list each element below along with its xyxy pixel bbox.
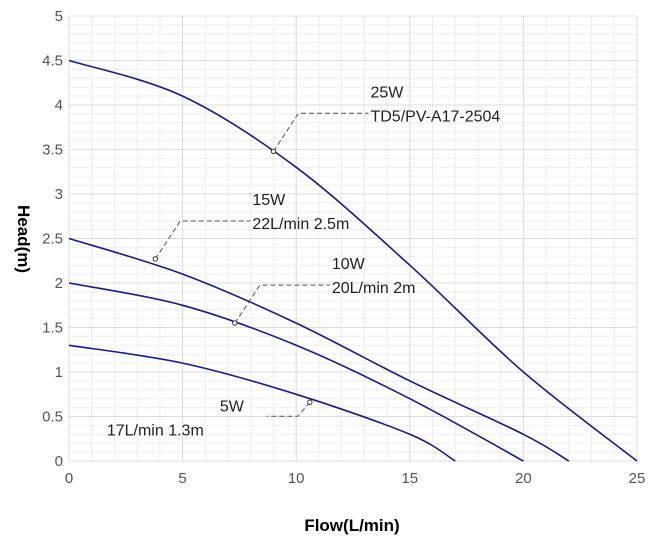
marker-point — [232, 320, 238, 326]
y-tick-label: 0 — [55, 453, 63, 470]
y-tick-label: 2.5 — [42, 231, 63, 248]
y-tick-label: 5 — [55, 8, 63, 25]
annotation-power: 15W — [252, 192, 286, 209]
annotations: 25W TD5/PV-A17-2504 15W 22L/min 2.5m 10W 20L/… — [107, 84, 501, 439]
leader-line — [266, 401, 311, 417]
series-line — [68, 237, 570, 462]
annotation-spec: 20L/min 2m — [332, 280, 416, 297]
series-line — [68, 59, 638, 462]
grid — [68, 15, 638, 462]
x-tick-label: 20 — [515, 470, 532, 487]
y-tick-label: 1.5 — [42, 320, 63, 337]
axis-ticks: 0 0.5 1 1.5 2 2.5 3 3.5 4 4.5 5 0 5 10 15 20 25 — [42, 8, 645, 487]
y-tick-label: 2 — [55, 275, 63, 292]
series-line — [68, 282, 524, 462]
x-tick-label: 5 — [178, 470, 186, 487]
x-tick-label: 25 — [629, 470, 646, 487]
marker-point — [152, 256, 159, 262]
annotation-power: 5W — [220, 398, 245, 415]
performance-curves — [68, 59, 638, 462]
x-tick-label: 0 — [65, 470, 73, 487]
marker-point — [270, 148, 277, 154]
annotation-spec: TD5/PV-A17-2504 — [370, 108, 500, 125]
x-tick-label: 10 — [288, 470, 305, 487]
annotation-spec: 17L/min 1.3m — [107, 422, 204, 439]
leader-line — [154, 220, 251, 260]
y-tick-label: 4.5 — [42, 53, 63, 70]
marker-point — [307, 399, 313, 405]
y-tick-label: 3.5 — [42, 142, 63, 159]
y-tick-label: 0.5 — [42, 409, 63, 426]
x-tick-label: 15 — [401, 470, 418, 487]
leader-line — [234, 284, 330, 324]
y-tick-label: 3 — [55, 186, 63, 203]
series-line — [68, 344, 456, 462]
y-tick-label: 1 — [55, 364, 63, 381]
annotation-power: 25W — [370, 84, 404, 101]
annotation-spec: 22L/min 2.5m — [252, 216, 349, 233]
leader-line — [273, 112, 369, 152]
x-axis-label: Flow(L/min) — [304, 516, 399, 535]
annotation-power: 10W — [332, 256, 366, 273]
y-tick-label: 4 — [55, 97, 63, 114]
y-axis-label: Head(m) — [14, 205, 33, 273]
